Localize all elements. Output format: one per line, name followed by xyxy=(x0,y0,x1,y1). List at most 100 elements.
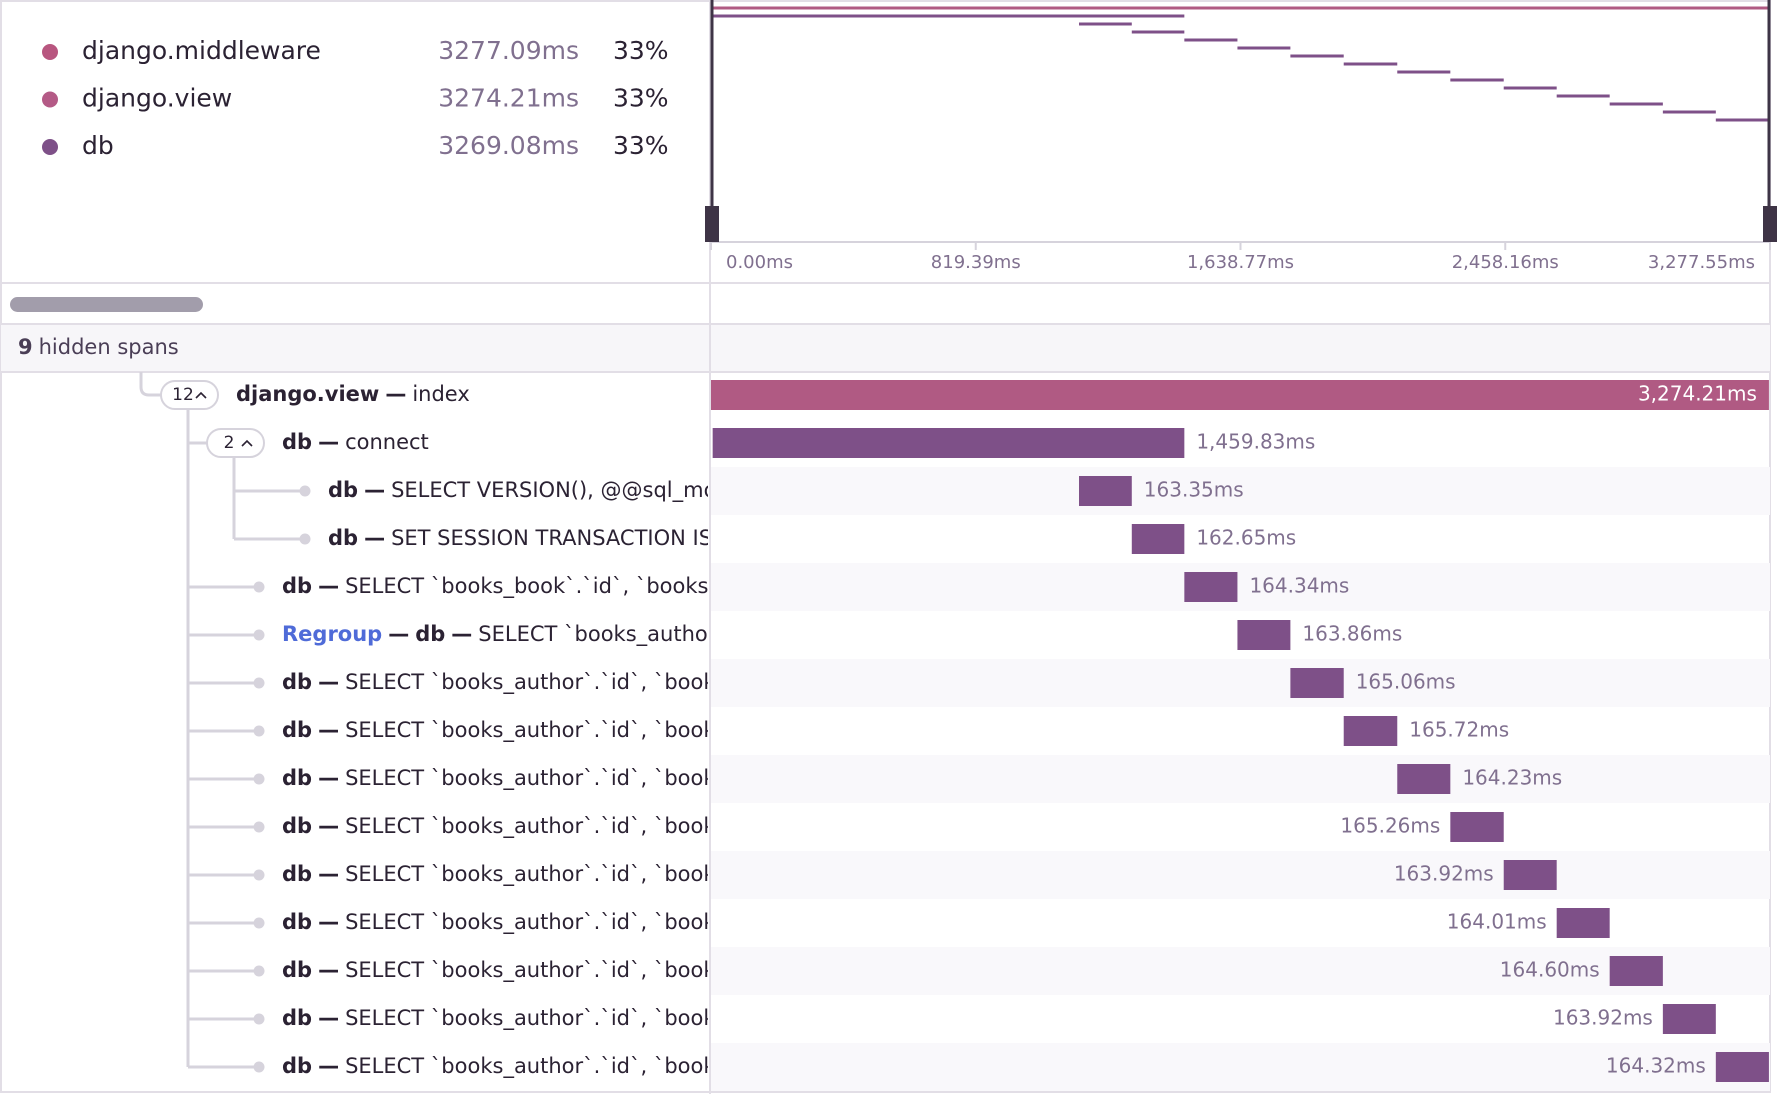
span-duration: 164.60ms xyxy=(1500,958,1600,982)
hidden-row-bg xyxy=(1,324,1770,372)
tick-label: 0.00ms xyxy=(726,252,793,273)
span-op: db xyxy=(282,862,312,886)
row-bg xyxy=(711,1043,1770,1091)
caret xyxy=(195,391,207,399)
leaf-dot xyxy=(253,773,265,785)
legend-duration: 3274.21ms xyxy=(438,84,579,113)
collapse-badge[interactable] xyxy=(206,428,265,458)
span-label[interactable]: db — SELECT `books_author`.`id`, `books_au… xyxy=(282,1006,817,1031)
hidden-spans[interactable]: 9 hidden spans xyxy=(18,335,179,359)
span-duration: 164.32ms xyxy=(1606,1054,1706,1078)
span-bar xyxy=(1715,1052,1769,1082)
span-label[interactable]: db — SELECT `books_author`.`id`, `books_au… xyxy=(282,670,817,695)
leaf-dot xyxy=(253,917,265,929)
span-label[interactable]: db — SELECT `books_book`.`id`, `books_book… xyxy=(282,574,781,599)
leaf-dot xyxy=(299,485,311,497)
hidden-text: hidden spans xyxy=(39,335,179,359)
span-op: db xyxy=(282,718,312,742)
span-description: SELECT `books_author`.`id`, `books_autho… xyxy=(345,670,817,695)
tick-label: 819.39ms xyxy=(931,252,1021,273)
separator: — xyxy=(318,958,339,982)
span-duration: 3,274.21ms xyxy=(1638,382,1757,406)
span-description: SELECT `books_author`.`id`, `books_autho… xyxy=(345,718,817,743)
span-description: SELECT `books_book`.`id`, `books_book` xyxy=(345,574,781,599)
span-label[interactable]: db — SELECT `books_author`.`id`, `books_au… xyxy=(282,814,817,839)
leaf-dot xyxy=(253,1061,265,1073)
span-bar xyxy=(1450,812,1504,842)
span-duration: 165.26ms xyxy=(1340,814,1440,838)
span-bar xyxy=(1237,620,1291,650)
leaf-dot xyxy=(253,1013,265,1025)
span-label[interactable]: db — SELECT `books_author`.`id`, `books_au… xyxy=(282,718,817,743)
leaf-dot xyxy=(253,965,265,977)
span-description: SELECT `books_author`.`id` xyxy=(478,622,773,647)
legend-name: db xyxy=(82,131,114,160)
legend-dot xyxy=(42,91,58,108)
span-label[interactable]: db — SET SESSION TRANSACTION ISOLATION LEV… xyxy=(328,526,876,550)
span-description: SELECT `books_author`.`id`, `books_autho… xyxy=(345,766,817,791)
separator: — xyxy=(364,478,385,502)
span-description: SET SESSION TRANSACTION ISOLATION LEVEL xyxy=(391,526,876,550)
span-description: SELECT `books_author`.`id`, `books_autho… xyxy=(345,814,817,839)
separator: — xyxy=(318,574,339,598)
span-op: db xyxy=(282,766,312,790)
badge-count: 12 xyxy=(172,385,194,405)
leaf-dot xyxy=(253,581,265,593)
separator: — xyxy=(318,862,339,886)
span-duration: 1,459.83ms xyxy=(1196,430,1315,454)
span-duration: 163.86ms xyxy=(1302,622,1402,646)
separator: — xyxy=(318,1054,339,1078)
legend-dot xyxy=(42,139,58,155)
separator: — xyxy=(318,670,339,694)
span-label[interactable]: db — connect xyxy=(282,430,429,454)
span-description: SELECT `books_author`.`id`, `books_autho… xyxy=(345,1006,817,1031)
span-description: SELECT `books_author`.`id`, `books_autho… xyxy=(345,958,817,983)
span-description: SELECT VERSION(), @@sql_mode xyxy=(391,478,743,503)
row-bg xyxy=(711,659,1770,707)
span-duration: 165.72ms xyxy=(1409,718,1509,742)
tick-label: 2,458.16ms xyxy=(1452,252,1559,273)
span-label[interactable]: db — SELECT `books_author`.`id`, `books_au… xyxy=(282,958,817,983)
regroup-link[interactable]: Regroup xyxy=(282,622,382,646)
separator: — xyxy=(318,718,339,742)
span-op: db xyxy=(328,478,358,502)
span-label[interactable]: db — SELECT `books_author`.`id`, `books_au… xyxy=(282,1054,817,1079)
handle[interactable] xyxy=(1763,206,1777,242)
legend-percent: 33% xyxy=(613,84,669,113)
span-op: db xyxy=(282,670,312,694)
row-bg xyxy=(711,947,1770,995)
legend-name: django.middleware xyxy=(82,36,321,65)
span-bar xyxy=(1079,476,1132,506)
handle[interactable] xyxy=(705,206,719,242)
span-label[interactable]: db — SELECT `books_author`.`id`, `books_au… xyxy=(282,910,817,935)
span-op: db xyxy=(415,622,445,646)
hidden-count: 9 xyxy=(18,335,33,359)
leaf-dot xyxy=(253,677,265,689)
span-op: db xyxy=(282,430,312,454)
span-bar xyxy=(1131,524,1185,554)
separator: — xyxy=(364,526,385,550)
span-op: db xyxy=(282,1054,312,1078)
span-description: SELECT `books_author`.`id`, `books_autho… xyxy=(345,862,817,887)
span-label[interactable]: db — SELECT `books_author`.`id`, `books_au… xyxy=(282,766,817,791)
row-bg xyxy=(711,563,1770,611)
span-bar xyxy=(1503,860,1557,890)
span-op: db xyxy=(282,1006,312,1030)
span-label[interactable]: db — SELECT VERSION(), @@sql_mode xyxy=(328,478,743,503)
span-label[interactable]: django.view — index xyxy=(236,382,470,406)
span-op: db xyxy=(282,910,312,934)
row-bg xyxy=(711,851,1770,899)
badge-count: 2 xyxy=(224,433,235,453)
span-label[interactable]: Regroup — db — SELECT `books_author`.`id` xyxy=(282,622,774,647)
tick-label: 3,277.55ms xyxy=(1648,252,1755,273)
span-duration: 163.92ms xyxy=(1394,862,1494,886)
legend-duration: 3277.09ms xyxy=(438,36,579,65)
leaf-dot xyxy=(299,533,311,545)
row-bg xyxy=(711,467,1770,515)
span-bar xyxy=(711,380,1769,410)
span-description: connect xyxy=(345,430,429,454)
scrollbar[interactable] xyxy=(10,297,203,312)
span-duration: 163.92ms xyxy=(1553,1006,1653,1030)
span-label[interactable]: db — SELECT `books_author`.`id`, `books_au… xyxy=(282,862,817,887)
